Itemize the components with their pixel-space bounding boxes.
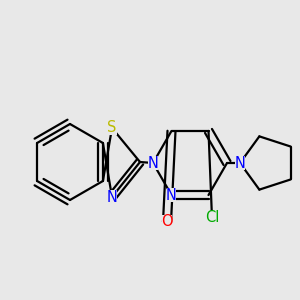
FancyBboxPatch shape (203, 211, 220, 225)
FancyBboxPatch shape (148, 156, 158, 170)
FancyBboxPatch shape (107, 190, 117, 204)
Text: O: O (161, 214, 173, 230)
Text: S: S (107, 121, 117, 136)
FancyBboxPatch shape (107, 121, 117, 135)
Text: N: N (148, 155, 158, 170)
Text: N: N (106, 190, 117, 205)
Text: Cl: Cl (205, 211, 219, 226)
FancyBboxPatch shape (162, 215, 172, 229)
Text: N: N (166, 188, 177, 202)
FancyBboxPatch shape (235, 156, 245, 170)
Text: N: N (235, 155, 245, 170)
FancyBboxPatch shape (167, 188, 176, 202)
